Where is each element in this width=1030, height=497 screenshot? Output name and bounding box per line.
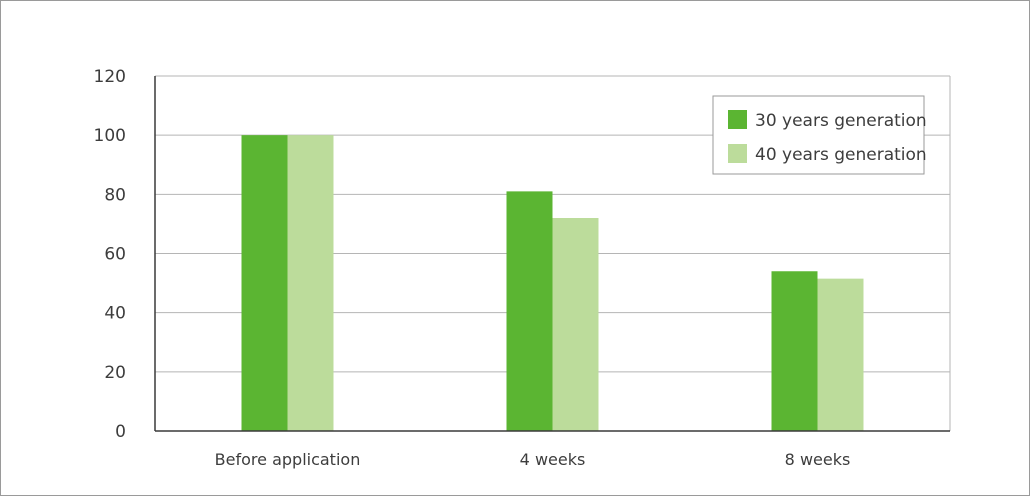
legend: 30 years generation 40 years generation <box>712 95 927 175</box>
legend-swatch <box>728 110 747 129</box>
legend-swatch <box>728 144 747 163</box>
x-axis <box>154 76 950 432</box>
x-axis-categories: Before application 4 weeks 8 weeks <box>215 450 851 469</box>
bar-series-1-0 <box>241 135 288 431</box>
bars <box>241 135 864 431</box>
bar-series-2-0 <box>287 135 334 431</box>
y-tick-label: 100 <box>94 126 126 146</box>
x-category-label: Before application <box>215 450 361 469</box>
y-tick-label: 80 <box>104 185 126 205</box>
legend-label: 30 years generation <box>755 111 927 131</box>
x-category-label: 4 weeks <box>520 450 586 469</box>
y-tick-label: 20 <box>104 363 126 383</box>
y-tick-label: 0 <box>115 422 126 442</box>
bar-series-1-2 <box>771 271 818 431</box>
bar-series-2-1 <box>552 218 599 431</box>
legend-label: 40 years generation <box>755 145 927 165</box>
bar-series-1-1 <box>506 191 553 431</box>
bar-series-2-2 <box>817 278 864 431</box>
y-tick-label: 60 <box>104 245 126 265</box>
y-tick-label: 120 <box>94 67 126 87</box>
x-category-label: 8 weeks <box>785 450 851 469</box>
legend-box <box>712 95 925 175</box>
y-axis-ticks: 0 20 40 60 80 100 120 <box>94 67 126 442</box>
y-tick-label: 40 <box>104 304 126 324</box>
